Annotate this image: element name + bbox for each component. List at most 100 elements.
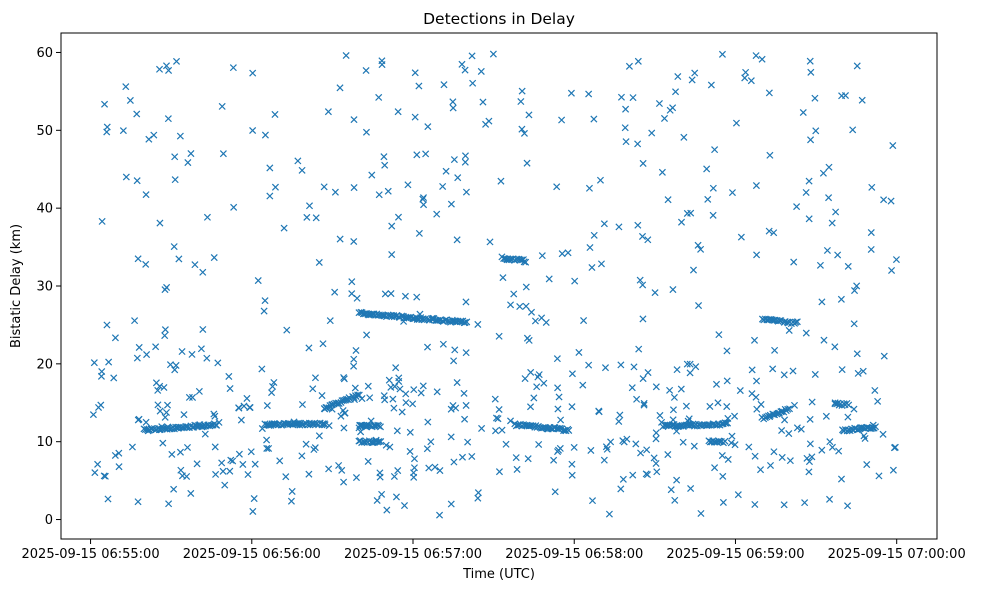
data-point xyxy=(711,146,719,154)
data-point xyxy=(324,108,332,116)
data-point xyxy=(394,213,403,221)
data-point xyxy=(687,209,695,217)
data-point xyxy=(871,386,879,395)
data-point xyxy=(442,167,450,175)
data-point xyxy=(686,360,694,368)
data-point xyxy=(579,381,587,389)
data-point xyxy=(745,443,753,451)
data-point xyxy=(590,115,598,123)
data-point xyxy=(683,360,691,368)
data-point xyxy=(419,382,427,390)
data-point xyxy=(616,411,624,419)
data-point xyxy=(458,453,467,461)
x-axis-ticks: 2025-09-15 06:55:00 2025-09-15 06:56:00 20… xyxy=(22,539,966,562)
data-point xyxy=(652,459,660,468)
data-point xyxy=(553,355,561,363)
data-point xyxy=(489,50,497,58)
data-point xyxy=(449,104,457,112)
data-point xyxy=(272,421,280,429)
data-point xyxy=(350,355,358,363)
data-point xyxy=(535,440,543,448)
data-point xyxy=(447,500,455,508)
data-point xyxy=(790,401,799,409)
data-point xyxy=(750,336,759,344)
data-point xyxy=(219,467,227,475)
data-point xyxy=(195,387,203,395)
data-point xyxy=(328,405,336,413)
data-point xyxy=(178,348,186,356)
data-point xyxy=(639,375,647,383)
data-point xyxy=(697,245,705,253)
data-point xyxy=(560,427,568,435)
data-point xyxy=(156,219,164,227)
data-point xyxy=(880,196,888,204)
data-point xyxy=(463,318,471,326)
data-point xyxy=(520,258,528,266)
data-point xyxy=(410,464,418,472)
data-point xyxy=(615,223,623,231)
data-point xyxy=(389,395,397,403)
data-point xyxy=(355,309,363,317)
data-point xyxy=(203,213,211,221)
data-point xyxy=(607,438,615,446)
data-point xyxy=(340,478,348,486)
data-point xyxy=(268,389,276,397)
data-point xyxy=(758,55,766,63)
data-point xyxy=(879,430,887,438)
data-point xyxy=(303,213,311,221)
data-point xyxy=(638,232,647,240)
data-point xyxy=(158,423,166,431)
data-point xyxy=(363,331,371,339)
data-point xyxy=(270,378,278,386)
chart-title: Detections in Delay xyxy=(423,10,575,28)
data-point xyxy=(191,261,199,269)
data-point xyxy=(142,260,150,268)
data-point xyxy=(450,458,458,466)
data-point xyxy=(188,350,196,358)
x-tick-label: 2025-09-15 06:56:00 xyxy=(183,547,321,562)
data-point xyxy=(375,191,383,199)
data-point xyxy=(142,191,150,199)
data-point xyxy=(350,396,358,404)
data-point xyxy=(424,123,432,131)
data-point xyxy=(331,188,339,196)
data-point xyxy=(874,397,882,405)
data-point xyxy=(416,310,424,318)
data-point xyxy=(250,495,258,503)
data-point xyxy=(384,187,392,195)
data-point xyxy=(757,400,765,408)
data-point xyxy=(580,317,588,325)
data-point xyxy=(731,412,739,420)
data-point xyxy=(91,469,99,477)
data-point xyxy=(818,446,826,454)
data-point xyxy=(172,57,181,65)
data-point xyxy=(103,321,111,329)
data-point xyxy=(706,402,714,410)
data-point xyxy=(447,433,455,441)
data-point xyxy=(188,393,197,401)
data-point xyxy=(380,153,388,161)
data-point xyxy=(254,277,262,285)
data-point xyxy=(358,395,366,403)
data-point xyxy=(636,276,644,284)
data-point xyxy=(853,62,861,70)
data-point xyxy=(210,410,218,418)
data-point xyxy=(339,406,347,415)
data-point xyxy=(415,229,423,237)
data-point xyxy=(229,64,237,72)
x-tick-label: 2025-09-15 06:57:00 xyxy=(344,547,482,562)
data-point xyxy=(622,105,630,113)
data-point xyxy=(298,452,306,460)
y-tick-label: 0 xyxy=(45,513,53,528)
data-point xyxy=(786,405,794,413)
data-point xyxy=(697,509,705,517)
data-point xyxy=(748,390,756,398)
data-point xyxy=(260,307,268,315)
data-point xyxy=(433,388,441,396)
data-point xyxy=(387,290,395,298)
data-point xyxy=(183,443,192,452)
data-point xyxy=(806,415,814,423)
data-point xyxy=(837,475,846,483)
data-point xyxy=(634,140,642,148)
